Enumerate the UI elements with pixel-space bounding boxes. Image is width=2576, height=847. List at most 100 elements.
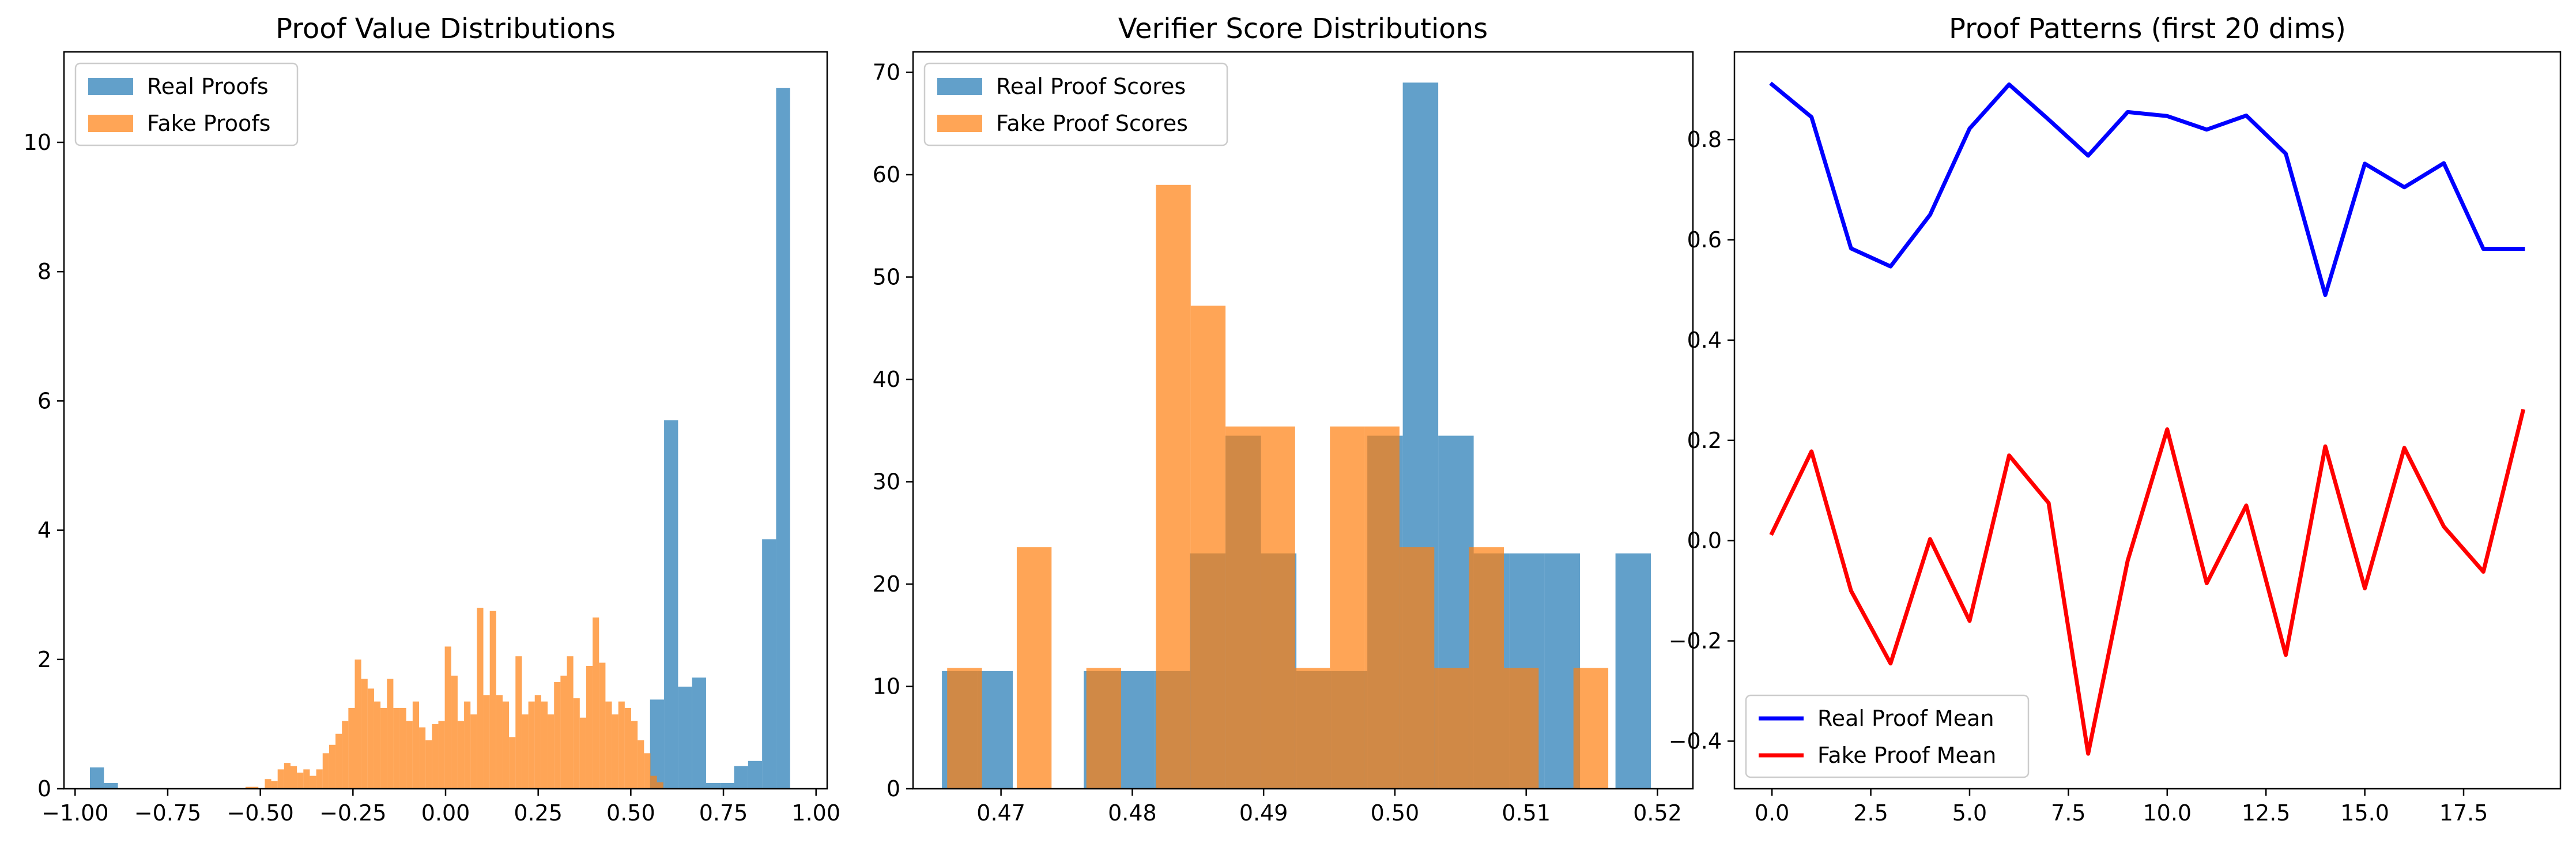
histogram-bar (1016, 547, 1052, 789)
histogram-bar (1434, 668, 1469, 789)
histogram-bar (335, 733, 342, 789)
y-tick-label: 30 (873, 469, 900, 495)
histogram-bar (419, 727, 426, 789)
histogram-bar (322, 753, 329, 789)
histogram-bar (489, 611, 496, 789)
histogram-bar (361, 679, 368, 789)
x-tick-label: 7.5 (2051, 800, 2085, 826)
histogram-bar (657, 782, 663, 789)
series-real-proofs (89, 88, 790, 789)
histogram-bar (776, 88, 790, 789)
x-tick-label: 2.5 (1853, 800, 1888, 826)
histogram-bar (1615, 553, 1651, 789)
histogram-bar (1364, 426, 1400, 789)
y-tick-label: 40 (873, 367, 900, 392)
series-line-real-proof-mean (1769, 81, 2525, 298)
histogram-bar (342, 721, 349, 789)
histogram-bar (567, 656, 574, 789)
histogram-bar (380, 707, 387, 789)
histogram-bar (374, 701, 381, 789)
x-tick-label: −0.25 (319, 800, 386, 826)
histogram-bar (599, 662, 606, 789)
histogram-bar (277, 769, 284, 789)
chart-3: Proof Patterns (first 20 dims) 0.0 2.5 5.0 7… (1669, 13, 2562, 826)
y-tick-label: 10 (873, 674, 900, 699)
legend: Real Proofs Fake Proofs (74, 62, 299, 146)
histogram-bar (548, 714, 555, 789)
histogram-bar (644, 753, 651, 789)
x-tick-label: 0.49 (1239, 800, 1288, 826)
histogram-bar (541, 701, 548, 789)
x-tick-label: 12.5 (2242, 800, 2291, 826)
legend-label: Fake Proof Mean (1817, 743, 1996, 768)
histogram-bar (618, 701, 625, 789)
legend-box (923, 62, 1228, 146)
histogram-bar (1260, 426, 1295, 789)
histogram-bar (354, 659, 361, 789)
legend: Real Proof Scores Fake Proof Scores (923, 62, 1228, 146)
histogram-bar (406, 721, 413, 789)
histogram-bar (1156, 185, 1191, 789)
histogram-bar (1399, 547, 1435, 789)
chart-title: Verifier Score Distributions (1118, 13, 1488, 45)
y-tick-label: 0 (37, 776, 51, 801)
y-tick-label: 60 (873, 162, 900, 187)
legend-label: Fake Proofs (147, 111, 270, 136)
histogram-bar (650, 776, 657, 789)
x-tick-label: 0.25 (514, 800, 563, 826)
histogram-bar (290, 766, 297, 789)
histogram-bar (303, 769, 310, 789)
histogram-bar (348, 707, 355, 789)
histogram-bar (624, 707, 632, 789)
y-tick-label: 0.6 (1687, 227, 1722, 253)
chart-2: Verifier Score Distributions 0.47 0.48 0.49… (873, 13, 1694, 826)
x-tick-label: 0.0 (1755, 800, 1789, 826)
histogram-bar (252, 786, 259, 789)
x-tick-label: 0.00 (421, 800, 470, 826)
histogram-bar (245, 786, 252, 789)
histogram-bar (664, 420, 678, 789)
histogram-bar (706, 782, 721, 789)
histogram-bar (1086, 668, 1122, 789)
y-tick-label: 50 (873, 265, 900, 290)
histogram-bar (593, 617, 599, 789)
histogram-bar (367, 688, 374, 789)
histogram-bar (89, 767, 104, 789)
series-line-fake-proof-mean (1769, 409, 2526, 756)
legend-label: Real Proof Mean (1817, 706, 1994, 731)
x-tick-label: 0.48 (1108, 800, 1157, 826)
histogram-bar (451, 675, 458, 789)
y-tick-label: 0.4 (1687, 327, 1722, 353)
histogram-bar (297, 772, 304, 789)
histogram-bar (579, 717, 586, 789)
histogram-bar (310, 776, 316, 789)
x-tick-label: 1.00 (791, 800, 840, 826)
histogram-bar (977, 671, 1013, 789)
histogram-bar (560, 675, 567, 789)
histogram-bar (265, 779, 271, 789)
y-tick-label: −0.4 (1669, 728, 1722, 754)
histogram-bar (554, 682, 561, 789)
x-tick-label: −0.50 (227, 800, 293, 826)
y-tick-label: 8 (37, 259, 51, 284)
histogram-bar (605, 701, 612, 789)
y-tick-label: 70 (873, 60, 900, 85)
histogram-bar (638, 740, 644, 789)
y-tick-label: 20 (873, 571, 900, 597)
histogram-bar (748, 761, 763, 789)
histogram-bar (734, 766, 748, 789)
chart-1: Proof Value Distributions −1.00 −0.75 −0.50… (24, 13, 840, 826)
histogram-bar (515, 656, 522, 789)
histogram-bar (509, 737, 516, 789)
x-tick-label: 5.0 (1952, 800, 1987, 826)
x-tick-label: 0.50 (606, 800, 655, 826)
histogram-bar (534, 695, 541, 789)
histogram-bar (762, 539, 776, 789)
histogram-bar (271, 781, 278, 789)
y-tick-label: 10 (24, 130, 51, 155)
histogram-bar (528, 701, 535, 789)
legend-label: Fake Proof Scores (996, 111, 1188, 136)
histogram-bar (432, 724, 439, 789)
x-tick-label: 0.47 (976, 800, 1025, 826)
